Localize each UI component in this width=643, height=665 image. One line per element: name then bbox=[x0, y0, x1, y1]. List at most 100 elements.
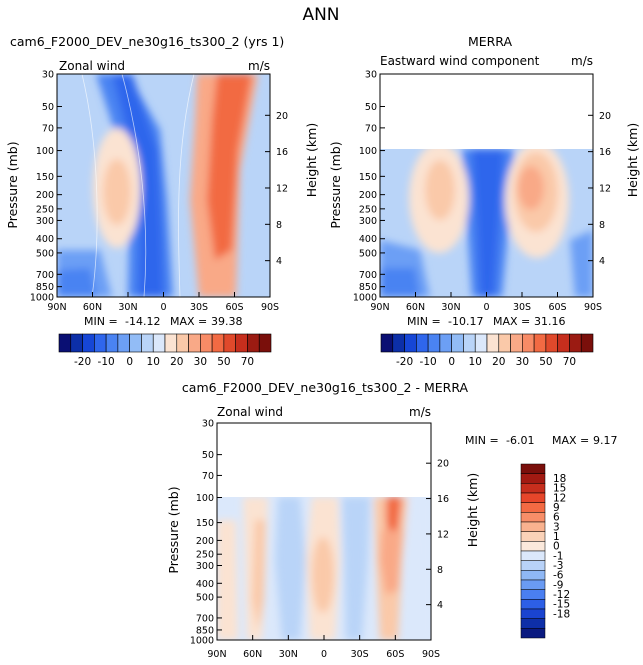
colorbar-swatch bbox=[520, 618, 546, 629]
pressure-tick-label: 100 bbox=[36, 146, 54, 157]
latitude-tick-label: 90N bbox=[370, 302, 389, 313]
latitude-axis: 90N 60N 30N 0 30S 60S 90S bbox=[370, 292, 602, 313]
y-axis-title: Pressure (mb) bbox=[5, 141, 20, 228]
height-axis: 4 8 12 16 20 bbox=[426, 459, 449, 611]
height-tick-label: 4 bbox=[599, 256, 605, 267]
height-tick-label: 16 bbox=[276, 147, 288, 158]
panel-left-label: Zonal wind bbox=[217, 405, 283, 419]
latitude-tick-label: 60S bbox=[386, 649, 404, 660]
colorbar-swatch bbox=[520, 628, 546, 639]
max-value: 39.38 bbox=[211, 315, 243, 328]
height-tick-label: 20 bbox=[437, 459, 449, 470]
colorbar-swatch bbox=[520, 512, 546, 523]
pressure-tick-label: 50 bbox=[365, 102, 377, 113]
colorbar-swatch bbox=[520, 560, 546, 571]
pressure-tick-label: 200 bbox=[36, 190, 54, 201]
pressure-tick-label: 400 bbox=[36, 234, 54, 245]
height-tick-label: 16 bbox=[599, 147, 611, 158]
y2-axis-title: Height (km) bbox=[304, 123, 319, 197]
diff-pos-north-inner bbox=[252, 520, 265, 630]
max-label: MAX = bbox=[493, 315, 530, 328]
pressure-tick-label: 500 bbox=[36, 248, 54, 259]
pressure-tick-label: 30 bbox=[365, 70, 377, 81]
height-tick-label: 8 bbox=[276, 220, 282, 231]
pressure-tick-label: 250 bbox=[196, 550, 214, 561]
min-value: -6.01 bbox=[506, 434, 534, 447]
colorbar-swatch bbox=[474, 333, 488, 353]
colorbar-label: 9 bbox=[553, 502, 560, 514]
colorbar-label: -10 bbox=[98, 356, 115, 368]
colorbar-swatch bbox=[223, 333, 236, 353]
pressure-tick-label: 300 bbox=[36, 216, 54, 227]
colorbar-swatch bbox=[176, 333, 189, 353]
latitude-tick-label: 0 bbox=[321, 649, 327, 660]
colorbar-swatch bbox=[557, 333, 570, 353]
latitude-tick-label: 30S bbox=[190, 302, 208, 313]
colorbar-label: 70 bbox=[241, 356, 254, 368]
colorbar-swatch bbox=[520, 531, 546, 542]
colorbar-label: -10 bbox=[420, 356, 437, 368]
northern-jet-core bbox=[425, 160, 455, 220]
colorbar-swatch bbox=[451, 333, 464, 353]
latitude-tick-label: 30N bbox=[279, 649, 298, 660]
colorbar-swatch bbox=[258, 333, 272, 353]
colorbar-swatch bbox=[404, 333, 417, 353]
pressure-tick-label: 500 bbox=[196, 593, 214, 604]
colorbar-swatch bbox=[569, 333, 582, 353]
panel-model: cam6_F2000_DEV_ne30g16_ts300_2 (yrs 1) Z… bbox=[5, 34, 319, 328]
colorbar-swatch bbox=[498, 333, 511, 353]
colorbar-swatch bbox=[416, 333, 429, 353]
colorbar-label: 30 bbox=[516, 356, 529, 368]
colorbar-label: 20 bbox=[492, 356, 505, 368]
latitude-tick-label: 60N bbox=[406, 302, 425, 313]
colorbar-swatch bbox=[200, 333, 213, 353]
colorbar-label: -20 bbox=[396, 356, 413, 368]
latitude-tick-label: 60S bbox=[225, 302, 243, 313]
colorbar-swatch bbox=[533, 333, 547, 353]
height-tick-label: 20 bbox=[599, 111, 611, 122]
missing-data-region bbox=[380, 74, 593, 149]
latitude-tick-label: 90S bbox=[422, 649, 440, 660]
pressure-tick-label: 70 bbox=[365, 123, 377, 134]
colorbar-swatch bbox=[520, 473, 546, 484]
colorbar-swatch bbox=[105, 333, 119, 353]
colorbar-label: -12 bbox=[553, 589, 570, 601]
pressure-tick-label: 70 bbox=[42, 123, 54, 134]
pressure-tick-label: 850 bbox=[359, 282, 377, 293]
max-label: MAX = bbox=[552, 434, 589, 447]
colorbar-label: 18 bbox=[553, 473, 566, 485]
easterly-inner bbox=[472, 149, 504, 297]
colorbar-swatch bbox=[141, 333, 154, 353]
colorbar-swatch bbox=[520, 550, 546, 561]
colorbar-swatch bbox=[545, 333, 558, 353]
pressure-tick-label: 700 bbox=[359, 270, 377, 281]
southern-jet-core bbox=[207, 74, 252, 260]
pressure-tick-label: 200 bbox=[196, 536, 214, 547]
colorbar-label: -20 bbox=[74, 356, 91, 368]
pressure-tick-label: 150 bbox=[196, 518, 214, 529]
colorbar-label: 50 bbox=[217, 356, 230, 368]
max-value: 9.17 bbox=[593, 434, 618, 447]
panel-title: MERRA bbox=[468, 34, 513, 49]
colorbar-label: 3 bbox=[553, 521, 560, 533]
latitude-tick-label: 90N bbox=[47, 302, 66, 313]
diff-neg-pole bbox=[410, 497, 431, 640]
colorbar-swatch bbox=[211, 333, 225, 353]
colorbar-label: 70 bbox=[563, 356, 576, 368]
pressure-tick-label: 850 bbox=[36, 282, 54, 293]
height-tick-label: 12 bbox=[276, 183, 288, 194]
stats-text: MIN = -14.12 MAX = 39.38 bbox=[84, 315, 243, 328]
diff-neg-south bbox=[342, 497, 370, 640]
colorbar-label: 6 bbox=[553, 512, 560, 524]
colorbar-swatch bbox=[522, 333, 535, 353]
y2-axis-title: Height (km) bbox=[625, 123, 640, 197]
pressure-tick-label: 50 bbox=[202, 450, 214, 461]
latitude-axis: 90N 60N 30N 0 30S 60S 90S bbox=[207, 635, 440, 660]
pressure-tick-label: 300 bbox=[359, 216, 377, 227]
colorbar-label: 10 bbox=[147, 356, 160, 368]
colorbar-swatch bbox=[520, 541, 546, 552]
pressure-tick-label: 30 bbox=[202, 419, 214, 430]
